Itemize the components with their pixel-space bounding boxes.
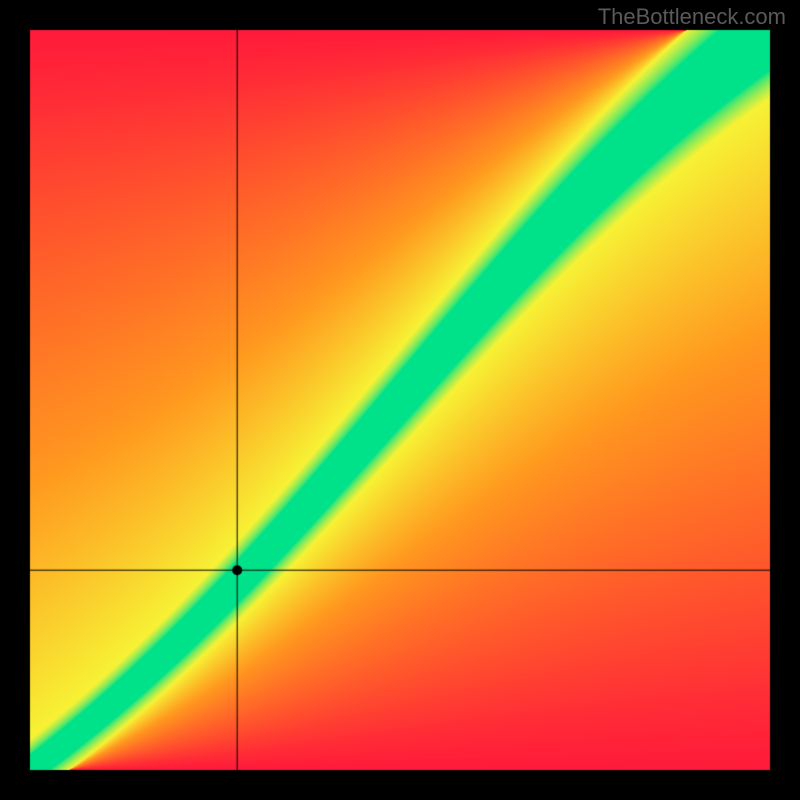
bottleneck-heatmap — [0, 0, 800, 800]
watermark-text: TheBottleneck.com — [598, 4, 786, 30]
chart-container: TheBottleneck.com — [0, 0, 800, 800]
